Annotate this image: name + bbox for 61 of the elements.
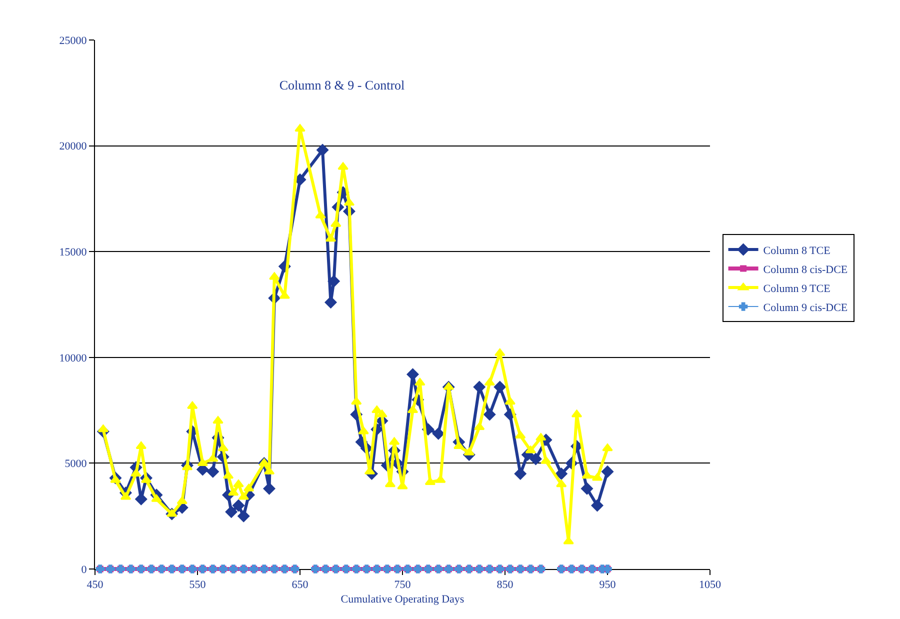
point <box>372 406 382 414</box>
x-tick-label: 950 <box>599 579 616 592</box>
point <box>494 348 506 356</box>
point <box>279 291 290 299</box>
point <box>515 430 526 438</box>
point <box>376 410 388 418</box>
point <box>151 494 162 502</box>
point <box>474 422 485 430</box>
point <box>358 426 369 434</box>
point <box>504 397 516 405</box>
y-tick-label: 20000 <box>59 140 88 153</box>
point <box>176 496 188 504</box>
y-tick-label: 10000 <box>59 352 88 364</box>
point <box>238 492 249 500</box>
x-tick-label: 450 <box>86 579 104 592</box>
point <box>338 162 348 170</box>
point <box>602 444 613 452</box>
point <box>330 219 342 227</box>
legend-label: Column 8 TCE <box>763 244 831 257</box>
point <box>315 210 326 218</box>
point <box>233 480 244 488</box>
y-tick-label: 5000 <box>64 458 88 470</box>
point <box>218 444 228 452</box>
point <box>187 401 198 409</box>
legend-label: Column 9 cis-DCE <box>763 302 848 314</box>
point <box>110 475 121 483</box>
point <box>212 416 224 424</box>
point <box>294 124 306 132</box>
text: Column 8 & 9 - Control <box>279 78 406 93</box>
point <box>454 442 464 450</box>
point <box>136 442 146 450</box>
point <box>536 433 546 441</box>
point <box>435 475 446 483</box>
y-tick-label: 0 <box>81 564 88 576</box>
point <box>484 378 495 386</box>
x-tick-label: 750 <box>394 579 412 592</box>
point <box>166 509 178 517</box>
point <box>269 272 280 280</box>
x-tick-label: 850 <box>496 579 514 592</box>
point <box>351 397 362 405</box>
point <box>525 446 536 454</box>
x-tick-label: 650 <box>292 579 309 592</box>
x-axis-title: Cumulative Operating Days <box>340 593 464 606</box>
y-tick-label: 25000 <box>59 34 88 47</box>
point <box>556 480 567 488</box>
point <box>197 458 208 466</box>
point <box>258 458 270 466</box>
point <box>228 488 239 496</box>
point <box>414 378 426 386</box>
y-tick-label: 15000 <box>59 246 88 258</box>
point <box>443 382 454 390</box>
point <box>208 454 218 462</box>
point <box>582 471 592 479</box>
x-tick-label: 550 <box>189 579 206 592</box>
point <box>130 469 142 477</box>
legend-label: Column 8 cis-DCE <box>763 264 848 276</box>
point <box>464 448 474 456</box>
point <box>563 536 574 544</box>
x-tick-label: 1050 <box>699 579 722 592</box>
legend-label: Column 9 TCE <box>763 282 831 295</box>
point <box>540 456 552 464</box>
